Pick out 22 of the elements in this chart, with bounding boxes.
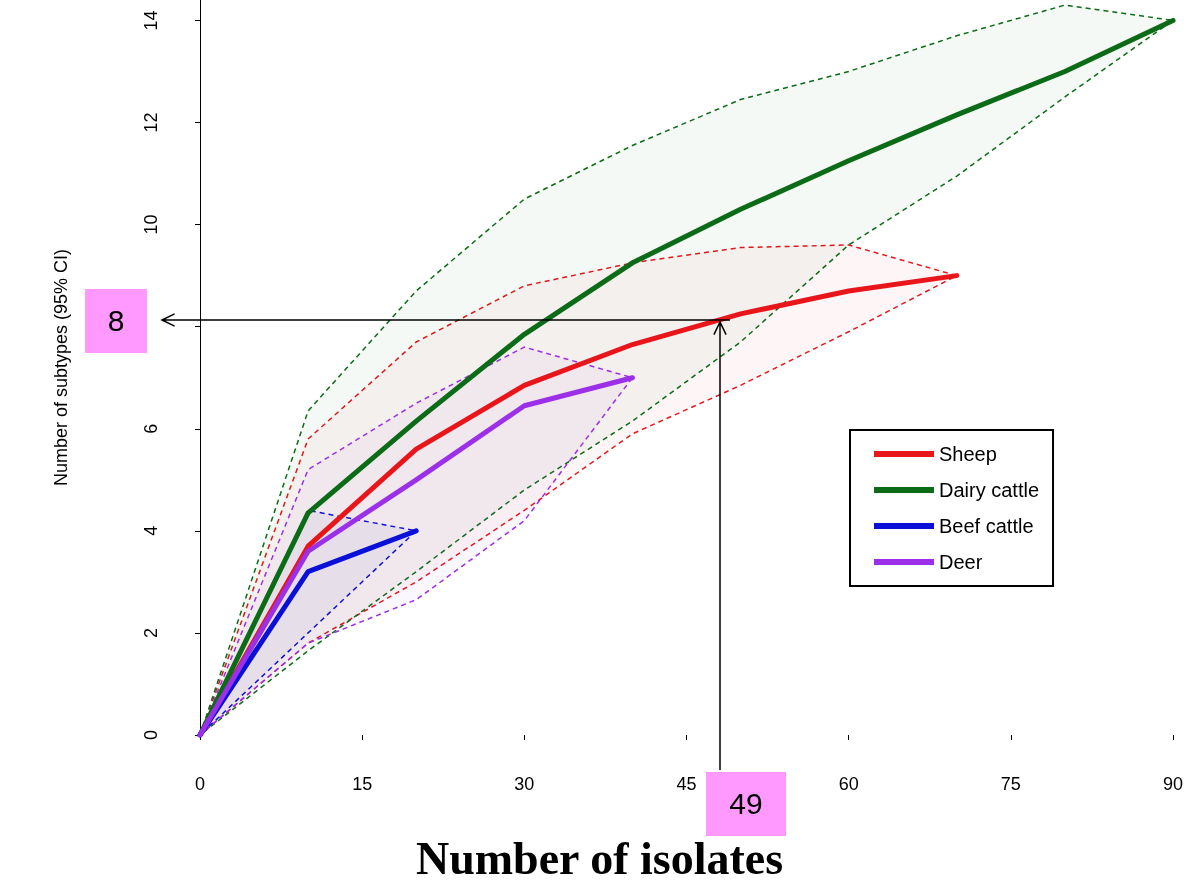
x-tick-label: 45 xyxy=(676,774,697,794)
x-tick-label: 60 xyxy=(838,774,859,794)
legend-label: Deer xyxy=(939,551,983,573)
y-tick-label: 12 xyxy=(141,112,161,133)
y-tick-label: 6 xyxy=(141,423,161,434)
legend-label: Beef cattle xyxy=(939,515,1034,537)
y-tick-label: 14 xyxy=(141,10,161,31)
y-tick-label: 2 xyxy=(141,627,161,638)
x-tick-label: 0 xyxy=(194,774,206,794)
x-tick-label: 90 xyxy=(1162,774,1184,794)
text: 49 xyxy=(729,787,763,820)
y-tick-label: 10 xyxy=(141,214,161,235)
x-axis-title: Number of isolates xyxy=(414,832,785,884)
legend-label: Dairy cattle xyxy=(939,479,1040,501)
y-axis-title: Number of subtypes (95% CI) xyxy=(51,248,71,487)
text: 8 xyxy=(85,289,147,353)
y-tick-label: 0 xyxy=(141,729,161,741)
legend-label: Sheep xyxy=(939,443,997,465)
x-tick-label: 75 xyxy=(1000,774,1021,794)
x-tick-label: 15 xyxy=(352,774,373,794)
x-tick-label: 30 xyxy=(514,774,535,794)
y-tick-label: 4 xyxy=(141,525,161,536)
